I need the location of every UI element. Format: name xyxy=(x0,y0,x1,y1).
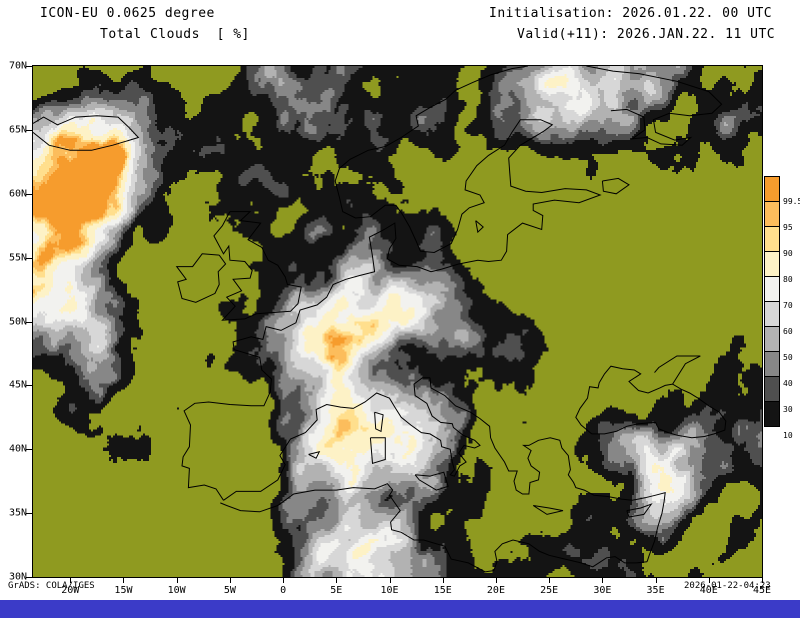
coastlines-overlay xyxy=(33,66,727,573)
x-axis-tick xyxy=(389,578,391,583)
y-axis-label: 55N xyxy=(8,252,27,264)
y-axis-label: 50N xyxy=(8,316,27,327)
coastline xyxy=(475,220,484,234)
coastline xyxy=(175,253,227,303)
colorbar-label: 40 xyxy=(783,379,793,388)
x-axis-tick xyxy=(336,578,338,583)
colorbar-label: 10 xyxy=(783,431,793,440)
y-axis-label: 70N xyxy=(8,60,27,72)
colorbar-segment xyxy=(764,251,780,277)
coastline xyxy=(654,355,701,385)
coastline xyxy=(601,177,630,195)
model-title: ICON-EU 0.0625 degree xyxy=(40,6,215,21)
creation-timestamp: 2026-01-22-04:23 xyxy=(684,581,771,591)
colorbar-segment xyxy=(764,326,780,352)
coastline xyxy=(308,451,321,459)
y-axis-label: 60N xyxy=(8,188,27,200)
cloud-cover-raster xyxy=(33,66,762,577)
coastline xyxy=(575,365,727,439)
map-plot-area xyxy=(32,65,763,578)
coastline xyxy=(33,115,140,151)
x-axis-label: 5W xyxy=(223,585,236,596)
colorbar-segment xyxy=(764,201,780,227)
coastline xyxy=(220,483,648,573)
variable-title: Total Clouds [ %] xyxy=(100,27,250,42)
colorbar-segment xyxy=(764,176,780,202)
x-axis-tick xyxy=(442,578,444,583)
colorbar-segment xyxy=(764,301,780,327)
x-axis-label: 10W xyxy=(167,585,186,596)
x-axis-tick xyxy=(655,578,657,583)
x-axis-label: 15W xyxy=(114,585,133,596)
x-axis-label: 10E xyxy=(380,585,399,596)
x-axis-label: 20E xyxy=(486,585,505,596)
colorbar-label: 70 xyxy=(783,301,793,310)
coastline xyxy=(626,503,653,518)
valid-time-label: Valid(+11): 2026.JAN.22. 11 UTC xyxy=(517,27,776,42)
x-axis-tick xyxy=(229,578,231,583)
colorbar-label: 30 xyxy=(783,405,793,414)
colorbar-label: 90 xyxy=(783,249,793,258)
x-axis-tick xyxy=(495,578,497,583)
coastline xyxy=(532,505,564,515)
coastline xyxy=(213,211,302,321)
grads-credit: GrADS: COLA/IGES xyxy=(8,581,95,591)
colorbar-segment xyxy=(764,351,780,377)
y-axis-label: 65N xyxy=(8,124,27,136)
colorbar-label: 50 xyxy=(783,353,793,362)
x-axis-label: 0 xyxy=(280,585,287,596)
x-axis-tick xyxy=(602,578,604,583)
coastline xyxy=(586,66,723,146)
colorbar-segment xyxy=(764,276,780,302)
coastline xyxy=(429,377,666,562)
colorbar-label: 80 xyxy=(783,275,793,284)
coastline xyxy=(223,377,481,501)
x-axis-tick xyxy=(123,578,125,583)
y-axis-label: 40N xyxy=(8,443,27,455)
coastline xyxy=(369,437,386,464)
y-axis-label: 35N xyxy=(8,507,27,519)
coastline xyxy=(181,66,602,501)
colorbar-label: 95 xyxy=(783,223,793,232)
x-axis-label: 25E xyxy=(540,585,559,596)
colorbar-label: 60 xyxy=(783,327,793,336)
init-time-label: Initialisation: 2026.01.22. 00 UTC xyxy=(489,6,773,21)
x-axis-label: 5E xyxy=(330,585,343,596)
colorbar-segment xyxy=(764,401,780,427)
colorbar-segment xyxy=(764,226,780,252)
x-axis-tick xyxy=(176,578,178,583)
coastline xyxy=(374,411,384,433)
x-axis-label: 30E xyxy=(593,585,612,596)
footer-bar xyxy=(0,600,800,618)
coastline xyxy=(414,471,449,491)
x-axis-tick xyxy=(283,578,285,583)
y-axis-label: 45N xyxy=(8,379,27,391)
colorbar-segment xyxy=(764,376,780,402)
x-axis-label: 35E xyxy=(646,585,665,596)
colorbar-label: 99.5 xyxy=(783,197,800,206)
colorbar xyxy=(764,176,780,427)
x-axis-label: 15E xyxy=(433,585,452,596)
x-axis-tick xyxy=(549,578,551,583)
